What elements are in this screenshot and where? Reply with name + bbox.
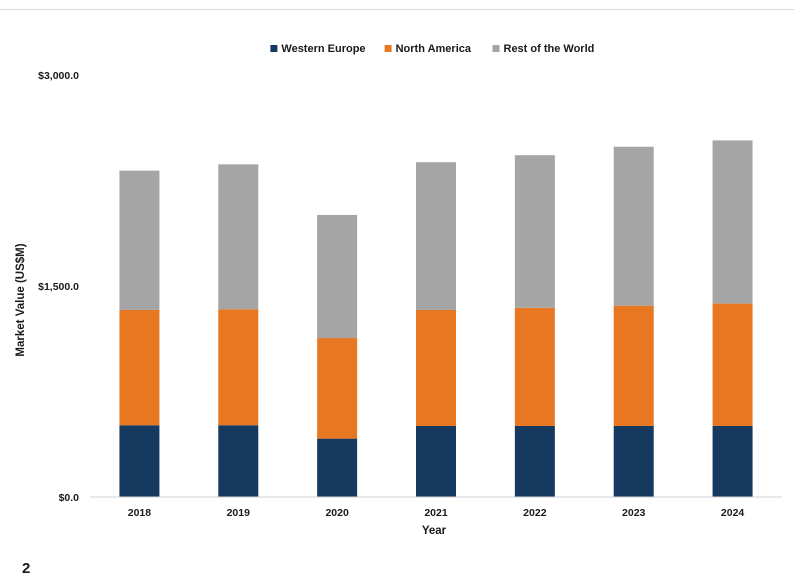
- bar-north-america-2023: [613, 305, 654, 426]
- x-axis-ticks: 2018 2019 2020 2021 2022 2023 2024: [128, 507, 745, 519]
- y-axis-title: Market Value (US$M): [15, 243, 27, 356]
- bar-rest-of-the-world-2019: [218, 164, 259, 310]
- bar-north-america-2022: [514, 307, 555, 426]
- page-number: 2: [22, 560, 31, 577]
- x-tick-label: 2023: [622, 507, 646, 519]
- bar-north-america-2020: [317, 338, 358, 439]
- bar-western-europe-2022: [514, 425, 555, 497]
- legend-label-western-europe: Western Europe: [281, 43, 365, 55]
- x-axis-title: Year: [422, 525, 447, 537]
- legend-swatch-western-europe: [270, 45, 278, 52]
- bars: [119, 140, 753, 497]
- x-tick-label: 2019: [227, 507, 251, 519]
- bar-rest-of-the-world-2024: [712, 140, 753, 304]
- bar-north-america-2019: [218, 309, 259, 426]
- bar-north-america-2018: [119, 309, 160, 426]
- y-tick-label: $1,500.0: [38, 281, 79, 293]
- legend-label-rest-of-the-world: Rest of the World: [504, 43, 595, 55]
- x-tick-label: 2024: [721, 507, 745, 519]
- bar-north-america-2021: [416, 309, 456, 426]
- bar-rest-of-the-world-2018: [119, 170, 160, 310]
- legend-swatch-rest-of-the-world: [492, 45, 500, 52]
- top-divider: [0, 9, 794, 10]
- bar-western-europe-2024: [712, 425, 753, 497]
- x-tick-label: 2018: [128, 507, 152, 519]
- x-tick-label: 2020: [325, 507, 349, 519]
- x-tick-label: 2022: [523, 507, 547, 519]
- bar-north-america-2024: [712, 303, 753, 426]
- bar-rest-of-the-world-2023: [613, 146, 654, 306]
- y-tick-label: $3,000.0: [38, 70, 79, 82]
- bar-western-europe-2023: [613, 425, 654, 497]
- legend-label-north-america: North America: [396, 43, 472, 55]
- y-tick-label: $0.0: [59, 492, 80, 504]
- bar-rest-of-the-world-2020: [317, 214, 358, 339]
- bar-western-europe-2018: [119, 425, 160, 497]
- y-axis-ticks: $0.0 $1,500.0 $3,000.0: [38, 70, 79, 504]
- chart-legend: Western Europe North America Rest of the W…: [270, 43, 594, 55]
- bar-rest-of-the-world-2021: [416, 162, 456, 310]
- bar-western-europe-2019: [218, 425, 259, 497]
- stacked-bar-chart: Western Europe North America Rest of the W…: [15, 43, 782, 537]
- x-tick-label: 2021: [424, 507, 448, 519]
- bar-western-europe-2020: [317, 438, 358, 497]
- legend-swatch-north-america: [384, 45, 392, 52]
- bar-rest-of-the-world-2022: [514, 155, 555, 308]
- bar-western-europe-2021: [416, 425, 456, 497]
